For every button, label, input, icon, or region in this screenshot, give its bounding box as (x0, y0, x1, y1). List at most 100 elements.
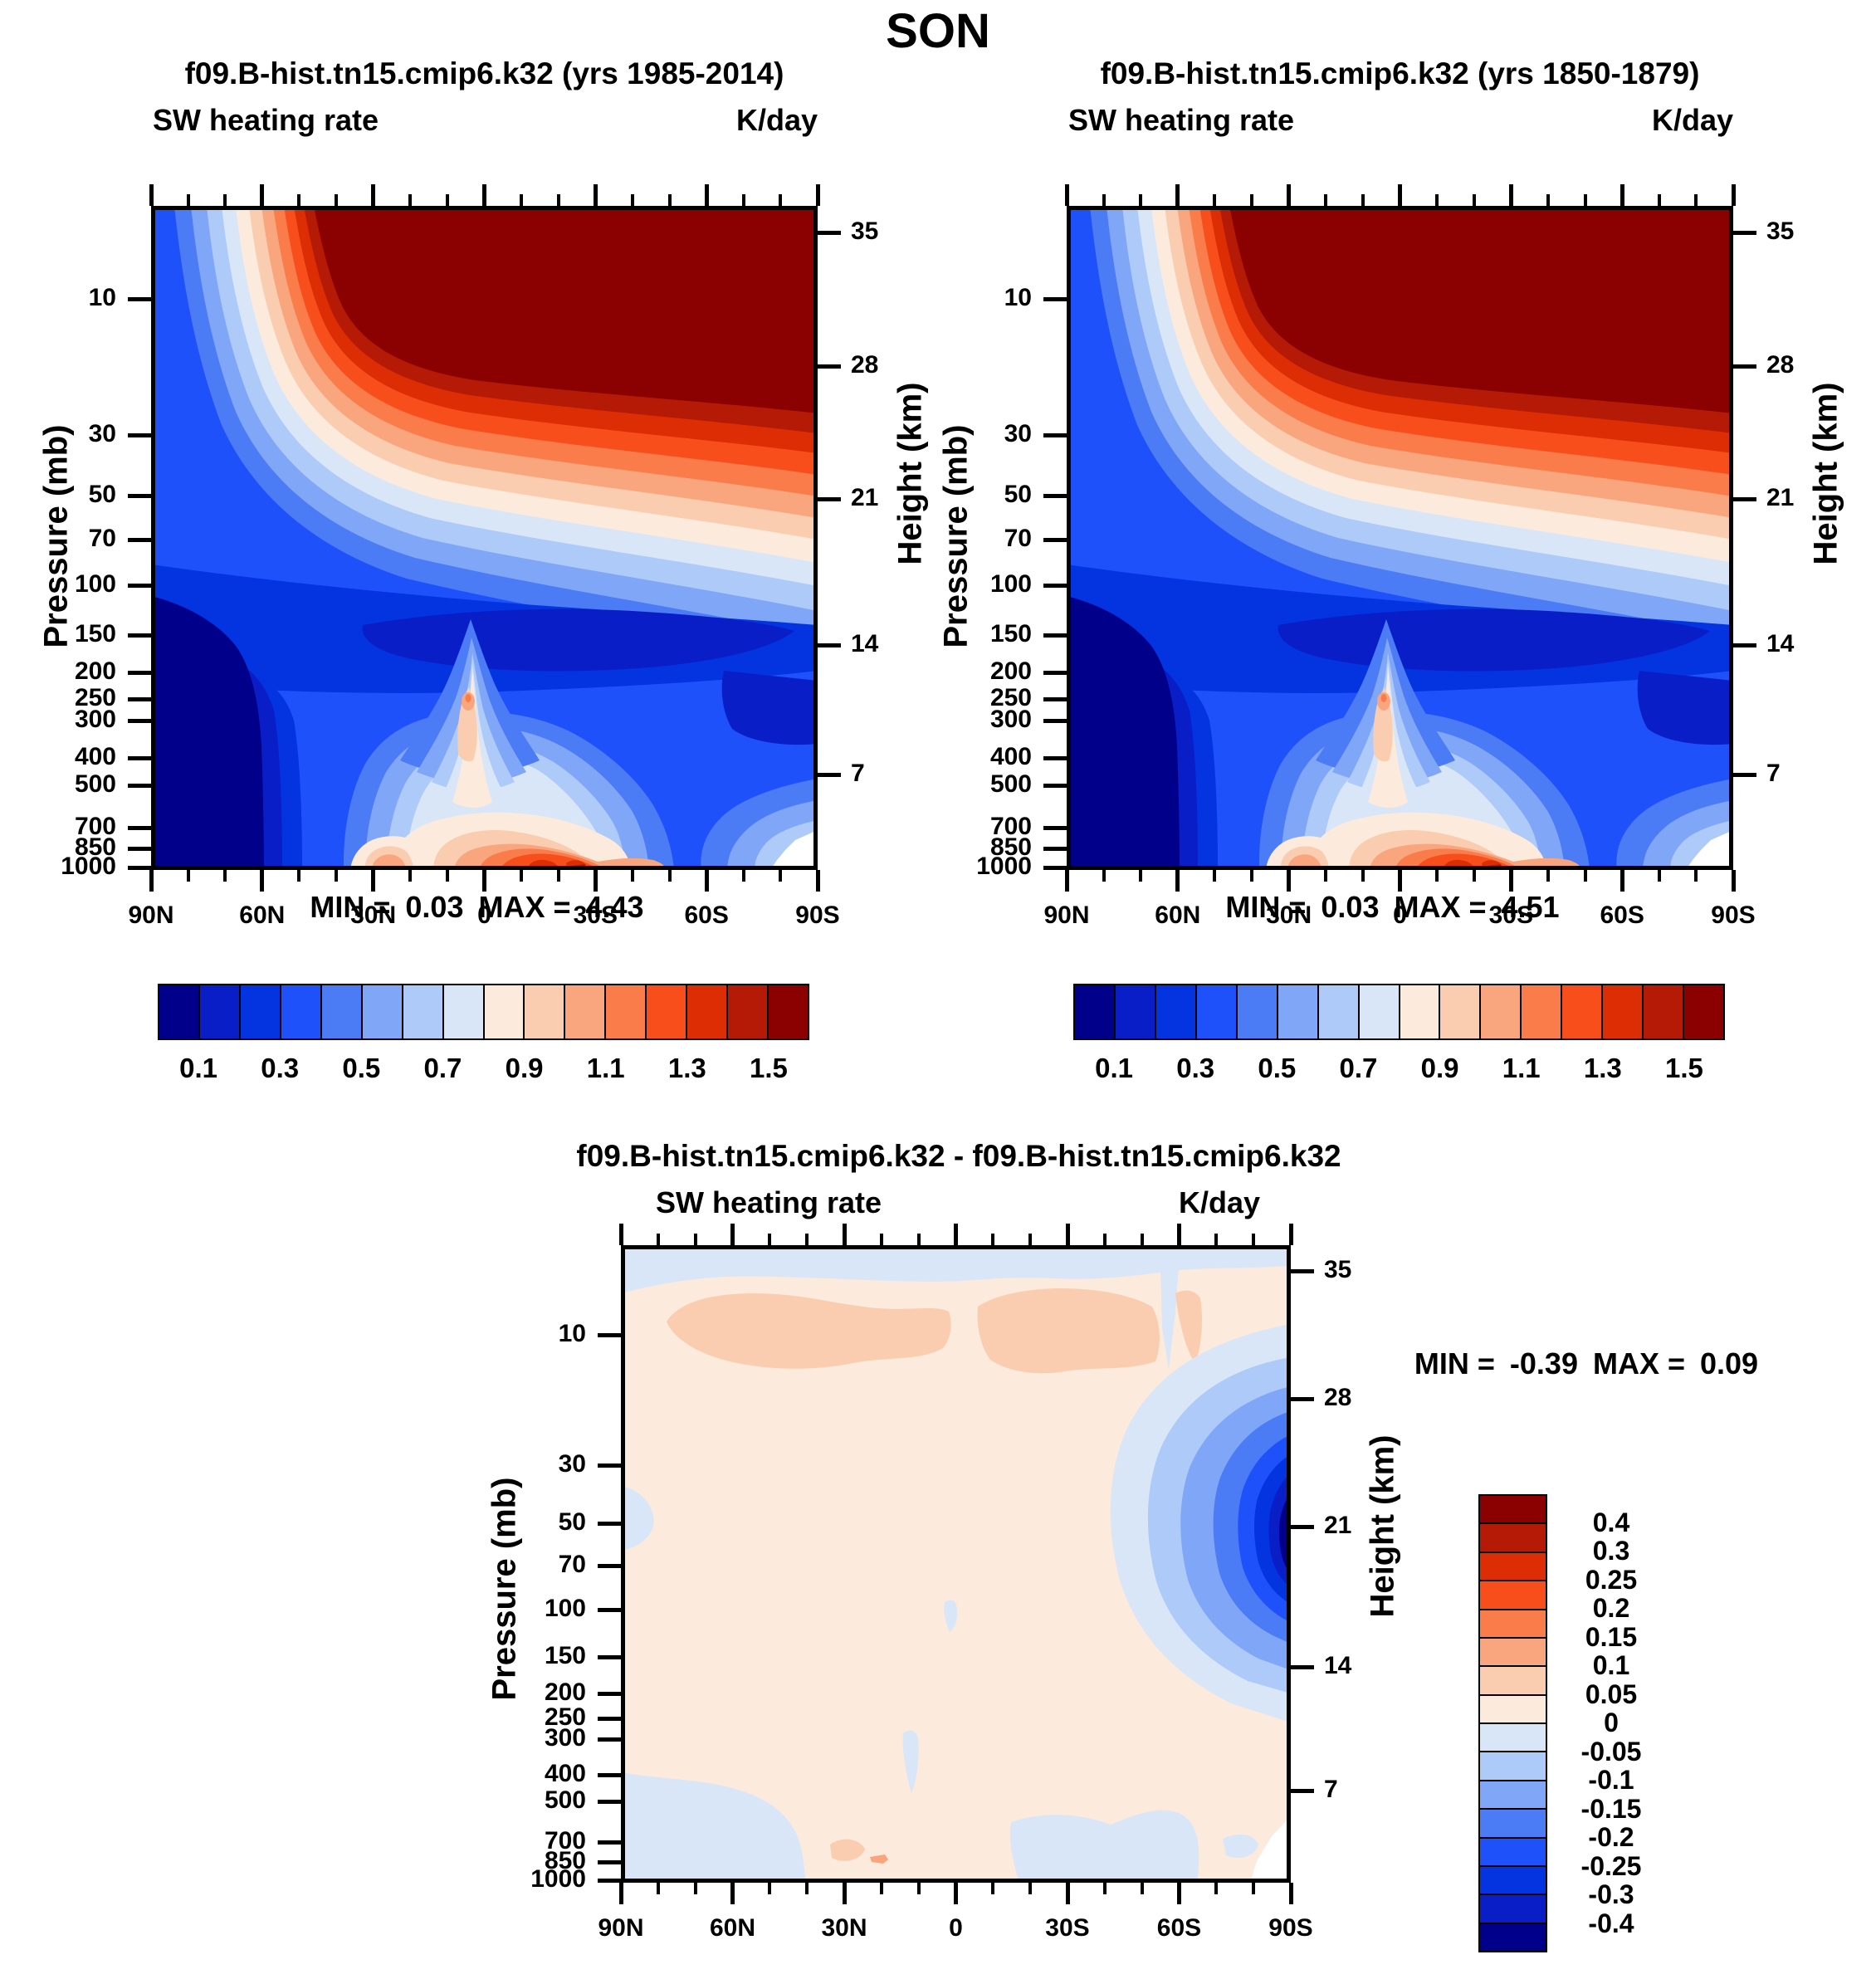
pressure-tick (128, 671, 151, 676)
height-tick (1733, 364, 1756, 369)
lat-tick-top (260, 184, 265, 206)
lat-tick-bottom (991, 1883, 995, 1894)
max-label: MAX = (1592, 1346, 1686, 1380)
lat-tick-top (693, 1234, 697, 1245)
lat-tick-top (1361, 194, 1365, 206)
height-tick-label: 7 (1766, 759, 1781, 787)
lat-tick-bottom (1140, 1883, 1144, 1894)
lat-tick-top (1102, 1234, 1107, 1245)
panel-diff-field-label: SW heating rate (656, 1185, 882, 1219)
colorbar-diff-label: 0.25 (1585, 1564, 1638, 1595)
lat-tick-label: 90N (598, 1914, 644, 1942)
height-tick-label: 21 (851, 483, 879, 511)
lat-tick-bottom (1620, 870, 1624, 892)
lat-tick-top (704, 184, 709, 206)
pressure-tick (128, 433, 151, 437)
panel-left-title: f09.B-hist.tn15.cmip6.k32 (yrs 1985-2014… (184, 56, 784, 90)
pressure-tick (128, 583, 151, 588)
lat-tick-bottom (1398, 870, 1402, 892)
pressure-tick-label: 250 (74, 683, 116, 711)
panel-left-height-axis-title: Height (km) (892, 382, 929, 565)
pressure-tick-label: 500 (74, 770, 116, 798)
lat-tick-bottom (1064, 870, 1069, 892)
colorbar-cell (769, 985, 808, 1038)
lat-tick-bottom (1546, 870, 1550, 882)
lat-tick-top (916, 1234, 921, 1245)
lat-tick-label: 0 (1393, 902, 1407, 929)
colorbar-cell (1237, 985, 1278, 1038)
lat-tick-label: 0 (949, 1914, 963, 1942)
lat-tick-bottom (1287, 870, 1292, 892)
height-tick-label: 7 (1324, 1776, 1338, 1804)
lat-tick-bottom (1324, 870, 1328, 882)
pressure-tick (1043, 755, 1067, 760)
lat-tick-bottom (186, 870, 190, 882)
lat-tick-bottom (656, 1883, 660, 1894)
colorbar-cell (1480, 1667, 1546, 1696)
colorbar-cell (1562, 985, 1604, 1038)
colorbar-cell (1480, 1895, 1546, 1924)
lat-tick-label: 0 (477, 902, 491, 929)
lat-tick-top (730, 1224, 735, 1245)
colorbar-cell (1480, 1866, 1546, 1896)
lat-tick-top (1139, 194, 1143, 206)
height-tick (1291, 1664, 1314, 1669)
lat-tick-top (1583, 194, 1587, 206)
lat-tick-top (879, 1234, 883, 1245)
lat-tick-top (1175, 184, 1180, 206)
lat-tick-bottom (1102, 1883, 1107, 1894)
pressure-tick (598, 1773, 621, 1778)
lat-tick-top (805, 1234, 809, 1245)
pressure-tick (598, 1563, 621, 1568)
panel-left-field-label: SW heating rate (153, 103, 379, 137)
pressure-tick (598, 1607, 621, 1612)
panel-right-height-axis-title: Height (km) (1807, 382, 1844, 565)
lat-tick-label: 90N (128, 902, 174, 929)
pressure-tick (598, 1860, 621, 1865)
colorbar-cell (1480, 1552, 1546, 1582)
pressure-tick (128, 755, 151, 760)
colorbar-cell (159, 985, 200, 1038)
pressure-tick-label: 500 (544, 1786, 586, 1814)
min-value: -0.39 (1509, 1346, 1578, 1380)
panel-diff-units-label: K/day (1178, 1185, 1260, 1219)
lat-tick-top (1028, 1234, 1033, 1245)
lat-tick-top (1472, 194, 1476, 206)
pressure-tick (128, 865, 151, 870)
lat-tick-bottom (667, 870, 672, 882)
lat-tick-bottom (1250, 870, 1254, 882)
colorbar-cell (1318, 985, 1360, 1038)
lat-tick-bottom (371, 870, 376, 892)
min-label: MIN = (310, 890, 391, 924)
colorbar-cell (321, 985, 363, 1038)
pressure-tick-label: 70 (88, 524, 116, 552)
colorbar-cell (1684, 985, 1723, 1038)
pressure-tick-label: 700 (74, 812, 116, 840)
lat-tick-bottom (1252, 1883, 1256, 1894)
lat-tick-bottom (1175, 870, 1180, 892)
colorbar-diff-label: -0.4 (1588, 1908, 1634, 1938)
lat-tick-bottom (1288, 1883, 1293, 1904)
colorbar-diff-label: 0.4 (1592, 1507, 1630, 1537)
lat-tick-label: 60S (1600, 902, 1644, 929)
colorbar-cell (1480, 1638, 1546, 1668)
pressure-tick (1043, 633, 1067, 638)
lat-tick-bottom (1657, 870, 1661, 882)
colorbar-cell (1440, 985, 1482, 1038)
pressure-tick (1043, 297, 1067, 301)
lat-tick-label: 30S (573, 902, 618, 929)
pressure-tick-label: 10 (558, 1319, 586, 1347)
lat-tick-bottom (1361, 870, 1365, 882)
colorbar-diff-label: -0.25 (1580, 1850, 1642, 1881)
lat-tick-bottom (408, 870, 413, 882)
colorbar-label: 1.3 (1583, 1053, 1622, 1083)
lat-tick-top (482, 184, 486, 206)
lat-tick-top (842, 1224, 847, 1245)
lat-tick-top (556, 194, 560, 206)
lat-tick-bottom (1139, 870, 1143, 882)
panel-diff-contour-field (621, 1245, 1291, 1883)
panel-diff-plot (621, 1245, 1291, 1883)
lat-tick-top (1546, 194, 1550, 206)
pressure-tick (128, 537, 151, 542)
pressure-tick (598, 1878, 621, 1883)
